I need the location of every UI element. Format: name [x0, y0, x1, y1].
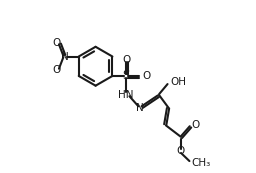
Text: N: N: [136, 103, 144, 113]
Text: N: N: [61, 52, 69, 62]
Text: OH: OH: [170, 78, 186, 87]
Text: O: O: [192, 120, 200, 130]
Text: O: O: [122, 55, 130, 65]
Text: O: O: [142, 71, 151, 81]
Text: S: S: [123, 70, 130, 83]
Text: HN: HN: [119, 90, 134, 100]
Text: O: O: [176, 146, 185, 156]
Text: O: O: [52, 65, 60, 75]
Text: CH₃: CH₃: [192, 158, 211, 168]
Text: O: O: [52, 38, 60, 48]
